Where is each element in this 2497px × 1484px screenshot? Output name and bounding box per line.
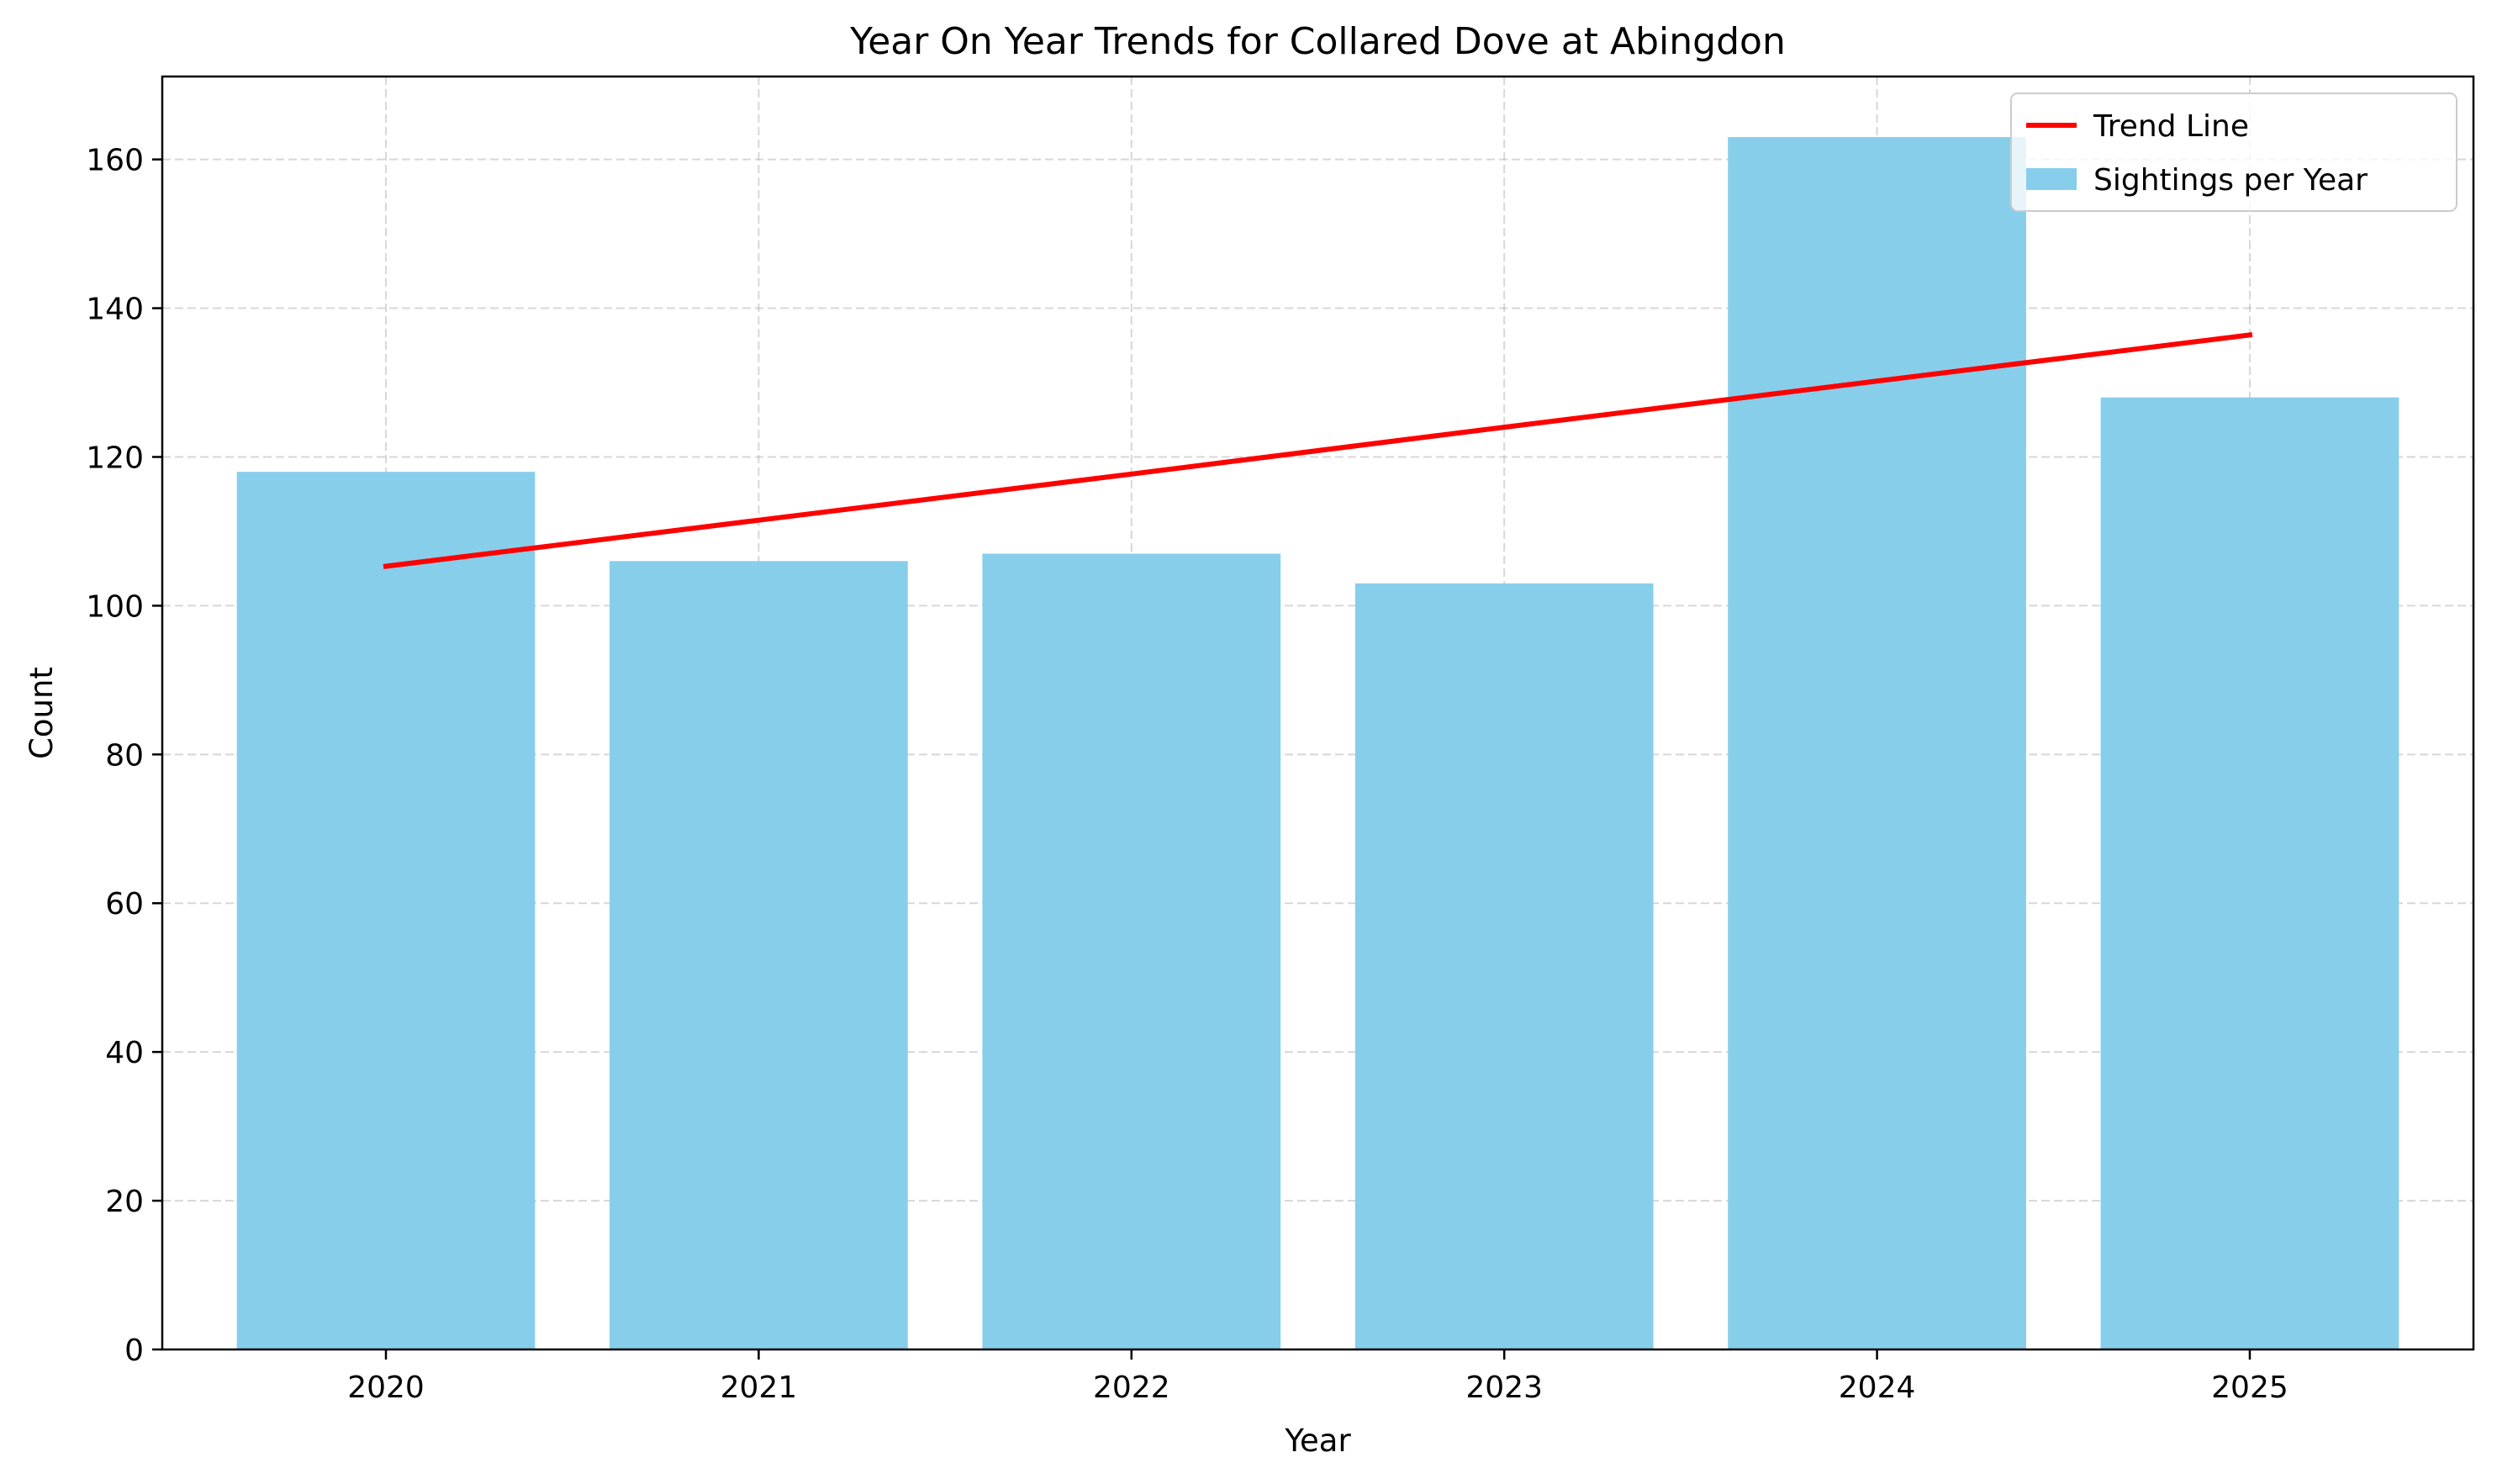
y-axis-label: Count <box>24 667 60 759</box>
bar-2022 <box>982 553 1281 1349</box>
y-tick-label: 120 <box>86 441 144 475</box>
axes <box>161 75 2475 1351</box>
bar-2023 <box>1354 583 1654 1349</box>
y-tick-label: 140 <box>86 293 144 327</box>
bar-2021 <box>610 561 908 1349</box>
legend: Trend Line Sightings per Year <box>2010 92 2457 212</box>
legend-patch-swatch <box>2026 168 2077 190</box>
trend-line-group <box>383 332 2253 569</box>
legend-label: Sightings per Year <box>2093 163 2368 198</box>
chart-title: Year On Year Trends for Collared Dove at… <box>849 20 1786 63</box>
x-tick-label: 2024 <box>1839 1370 1916 1405</box>
x-tick-label: 2022 <box>1093 1370 1170 1405</box>
bar-2024 <box>1728 137 2026 1350</box>
ticks: 0 20 40 60 80 100 120 140 160 2020 2021 2022 2023 202… <box>86 144 2288 1405</box>
y-tick-label: 100 <box>86 589 144 624</box>
bars <box>236 137 2399 1350</box>
legend-box <box>2010 92 2457 212</box>
y-tick-label: 160 <box>86 144 144 178</box>
x-axis-label: Year <box>1284 1423 1351 1459</box>
bar-2025 <box>2100 397 2399 1350</box>
x-tick-label: 2023 <box>1465 1370 1543 1405</box>
y-tick-label: 40 <box>105 1036 144 1070</box>
x-tick-label: 2020 <box>347 1370 425 1405</box>
y-tick-label: 60 <box>105 887 144 922</box>
bar-2020 <box>236 472 536 1349</box>
trend-line <box>383 332 2253 569</box>
legend-label: Trend Line <box>2093 109 2249 144</box>
axes-frame <box>161 75 2475 1351</box>
x-tick-label: 2021 <box>721 1370 798 1405</box>
y-tick-label: 80 <box>105 738 144 773</box>
y-tick-label: 0 <box>124 1333 144 1368</box>
y-tick-label: 20 <box>105 1185 144 1219</box>
x-tick-label: 2025 <box>2211 1370 2288 1405</box>
